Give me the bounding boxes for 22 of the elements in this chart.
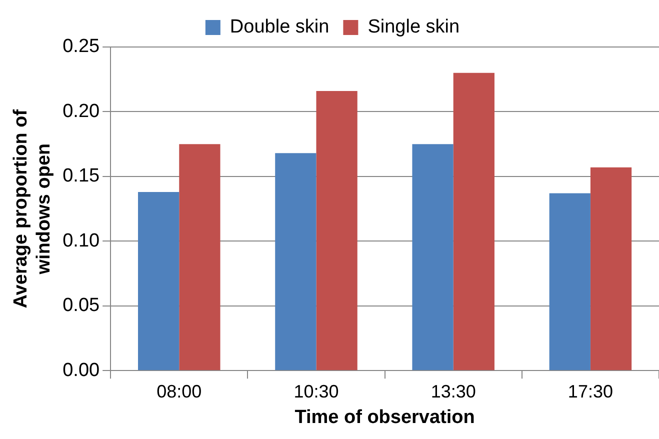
x-tick-label: 17:30 [568, 381, 613, 402]
bar [549, 193, 590, 370]
legend-label: Double skin [230, 16, 330, 38]
y-tick-label: 0.05 [62, 295, 100, 316]
bar [412, 144, 454, 370]
x-tick-label: 13:30 [430, 381, 476, 402]
bar [316, 91, 358, 370]
y-tick-label: 0.25 [62, 36, 100, 58]
bar [275, 153, 316, 370]
x-axis-title: Time of observation [294, 406, 475, 428]
y-axis-title: Average proportion of windows open [10, 108, 54, 308]
legend-label: Single skin [368, 16, 460, 38]
y-tick-label: 0.20 [62, 100, 100, 122]
y-tick-label: 0.15 [62, 166, 100, 187]
x-tick-label: 08:00 [156, 381, 202, 402]
x-tick-label: 10:30 [294, 381, 339, 402]
bar [179, 144, 220, 370]
bar [138, 192, 180, 370]
y-tick-label: 0.10 [62, 230, 100, 252]
bar [453, 72, 494, 370]
bar [590, 167, 632, 370]
y-tick-label: 0.00 [62, 360, 100, 381]
